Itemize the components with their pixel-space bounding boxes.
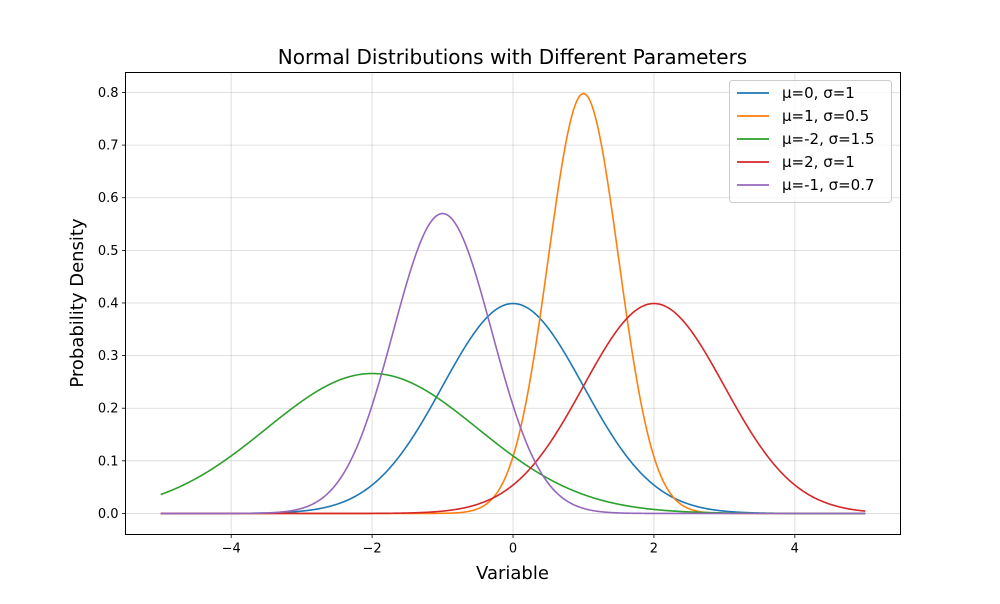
chart-title: Normal Distributions with Different Para… bbox=[278, 45, 747, 69]
y-tick-label: 0.0 bbox=[98, 507, 119, 522]
x-tick-label: −4 bbox=[222, 542, 241, 557]
legend: μ=0, σ=1 μ=1, σ=0.5 μ=-2, σ=1.5 μ=2, σ=1 μ=-… bbox=[729, 80, 892, 203]
x-tick-label: −2 bbox=[363, 542, 382, 557]
legend-box bbox=[729, 80, 892, 203]
x-axis-label: Variable bbox=[476, 563, 549, 584]
x-tick-label: 2 bbox=[650, 542, 658, 557]
legend-label: μ=1, σ=0.5 bbox=[782, 107, 869, 125]
y-tick-label: 0.2 bbox=[98, 402, 119, 417]
y-tick-label: 0.7 bbox=[98, 139, 119, 154]
series-line bbox=[160, 212, 866, 515]
y-tick-label: 0.6 bbox=[98, 191, 119, 206]
y-tick-label: 0.3 bbox=[98, 349, 119, 364]
x-tick-label: 4 bbox=[791, 542, 799, 557]
y-tick-label: 0.8 bbox=[98, 86, 119, 101]
series-line bbox=[160, 302, 866, 515]
curves bbox=[160, 92, 866, 515]
legend-label: μ=-1, σ=0.7 bbox=[782, 176, 875, 194]
ticks: −4 −2 0 2 4 0.0 0.1 0.2 0.3 0.4 0.5 0.6 0.7 0.8 bbox=[98, 86, 799, 557]
legend-label: μ=2, σ=1 bbox=[782, 153, 855, 171]
y-tick-label: 0.5 bbox=[98, 244, 119, 259]
y-tick-label: 0.1 bbox=[98, 454, 119, 469]
legend-label: μ=0, σ=1 bbox=[782, 84, 855, 102]
x-tick-label: 0 bbox=[509, 542, 517, 557]
legend-label: μ=-2, σ=1.5 bbox=[782, 130, 875, 148]
y-tick-label: 0.4 bbox=[98, 296, 119, 311]
y-axis-label: Probability Density bbox=[67, 218, 88, 388]
